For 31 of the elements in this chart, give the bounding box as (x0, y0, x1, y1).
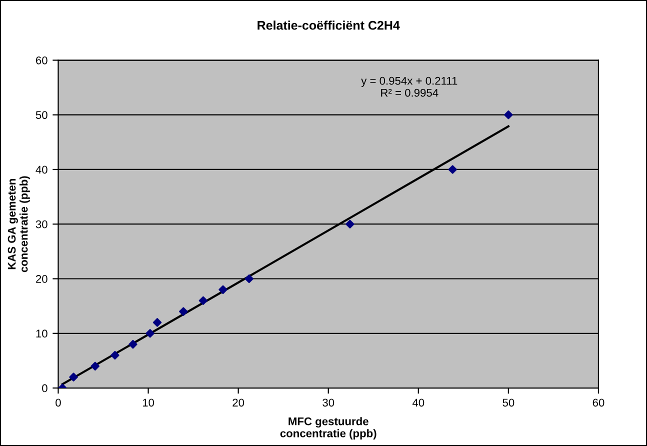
y-tick-label: 30 (36, 220, 48, 228)
y-tick-label: 60 (36, 56, 48, 64)
point (244, 274, 254, 284)
point (110, 350, 120, 360)
point (152, 318, 162, 327)
point (346, 220, 354, 228)
point (90, 362, 100, 371)
y-tick-label: 40 (36, 166, 48, 174)
point (179, 307, 188, 316)
chart-title: Relatie-coëfficiënt C2H4 (258, 20, 400, 30)
x-tick-label: 40 (412, 398, 424, 407)
x-tick-label: 0 (56, 398, 61, 407)
x-tick-label: 10 (142, 398, 154, 407)
x-tick-label: 60 (592, 398, 604, 407)
x-tick-label: 20 (232, 398, 244, 407)
point (198, 296, 208, 305)
y-axis-title: KAS GA gemeten concentratie (ppb) (8, 176, 30, 272)
y-tick-label: 0 (42, 384, 48, 392)
point (448, 165, 457, 174)
point (504, 110, 513, 120)
point (146, 329, 154, 338)
x-tick-label: 50 (502, 398, 514, 407)
point (128, 340, 138, 349)
y-tick-label: 20 (36, 275, 48, 283)
x-axis-title: MFC gestuurde concentratie (ppb) (280, 417, 376, 440)
point (218, 285, 228, 294)
y-tick-label: 10 (36, 330, 48, 338)
point (69, 372, 78, 382)
x-tick-label: 30 (322, 398, 334, 407)
annotation: y = 0.954x + 0.2111 R² = 0.9954 (361, 76, 458, 97)
y-tick-label: 50 (36, 111, 48, 119)
